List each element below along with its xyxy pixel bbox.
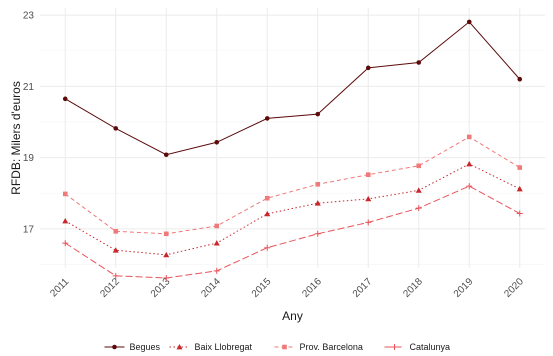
x-tick-label: 2014	[199, 276, 223, 300]
data-point	[315, 112, 320, 117]
legend-label: Begues	[130, 342, 161, 352]
y-tick-label: 21	[23, 82, 35, 93]
x-tick-label: 2016	[300, 276, 324, 300]
data-point	[466, 183, 472, 189]
data-point	[265, 196, 270, 201]
series-line	[65, 137, 520, 234]
legend-item: Catalunya	[385, 342, 451, 352]
data-point	[164, 232, 169, 237]
data-point	[467, 135, 472, 140]
x-tick-label: 2015	[250, 276, 274, 300]
data-point	[517, 165, 522, 170]
legend-key-marker	[392, 344, 398, 350]
x-tick-label: 2017	[351, 276, 375, 300]
legend-key-marker	[112, 345, 117, 350]
x-tick-label: 2020	[502, 276, 526, 300]
data-point	[164, 152, 169, 157]
series-2	[63, 135, 522, 236]
data-point	[365, 196, 371, 201]
data-point	[517, 77, 522, 82]
legend-item: Prov. Barcelona	[275, 342, 363, 352]
data-point	[62, 218, 68, 223]
data-point	[466, 161, 472, 166]
data-point	[113, 229, 118, 234]
data-point	[113, 126, 118, 131]
data-point	[517, 186, 523, 191]
legend-item: Begues	[105, 342, 161, 352]
data-point	[365, 219, 371, 225]
data-point	[62, 240, 68, 246]
y-tick-label: 17	[23, 224, 35, 235]
data-point	[416, 163, 421, 168]
data-point	[416, 60, 421, 65]
data-point	[315, 182, 320, 187]
x-tick-label: 2011	[48, 276, 71, 299]
legend-key-marker	[282, 345, 287, 350]
data-point	[63, 97, 68, 102]
x-axis-title: Any	[282, 309, 303, 323]
y-axis-ticks: 17 19 21 23	[23, 11, 35, 236]
data-point	[214, 268, 220, 274]
legend-label: Catalunya	[410, 342, 451, 352]
x-tick-label: 2013	[149, 276, 173, 300]
data-point	[163, 252, 169, 257]
data-point	[214, 240, 220, 245]
data-point	[315, 231, 321, 237]
series-group	[62, 20, 523, 281]
data-point	[264, 245, 270, 251]
y-axis-title: RFDB: Milers d'euros	[9, 81, 23, 195]
series-line	[65, 22, 520, 155]
legend-label: Baix Llobregat	[195, 342, 253, 352]
data-point	[366, 172, 371, 177]
x-tick-label: 2019	[452, 276, 476, 300]
data-point	[265, 116, 270, 121]
data-point	[416, 187, 422, 192]
y-tick-label: 19	[23, 153, 35, 164]
legend-item: Baix Llobregat	[170, 342, 253, 352]
x-axis-ticks: 2011 2012 2013 2014 2015 2016 2017 2018 2019 2020	[48, 276, 526, 300]
data-point	[517, 211, 523, 217]
data-point	[416, 205, 422, 211]
series-1	[62, 161, 523, 257]
data-point	[366, 66, 371, 71]
x-tick-label: 2012	[98, 276, 122, 300]
x-tick-label: 2018	[401, 276, 425, 300]
legend: Begues Baix Llobregat Prov. Barcelona Catal…	[105, 342, 451, 352]
y-tick-label: 23	[23, 11, 35, 22]
series-0	[63, 20, 522, 157]
data-point	[214, 140, 219, 145]
data-point	[63, 192, 68, 197]
legend-label: Prov. Barcelona	[300, 342, 363, 352]
data-point	[467, 20, 472, 25]
data-point	[214, 224, 219, 229]
